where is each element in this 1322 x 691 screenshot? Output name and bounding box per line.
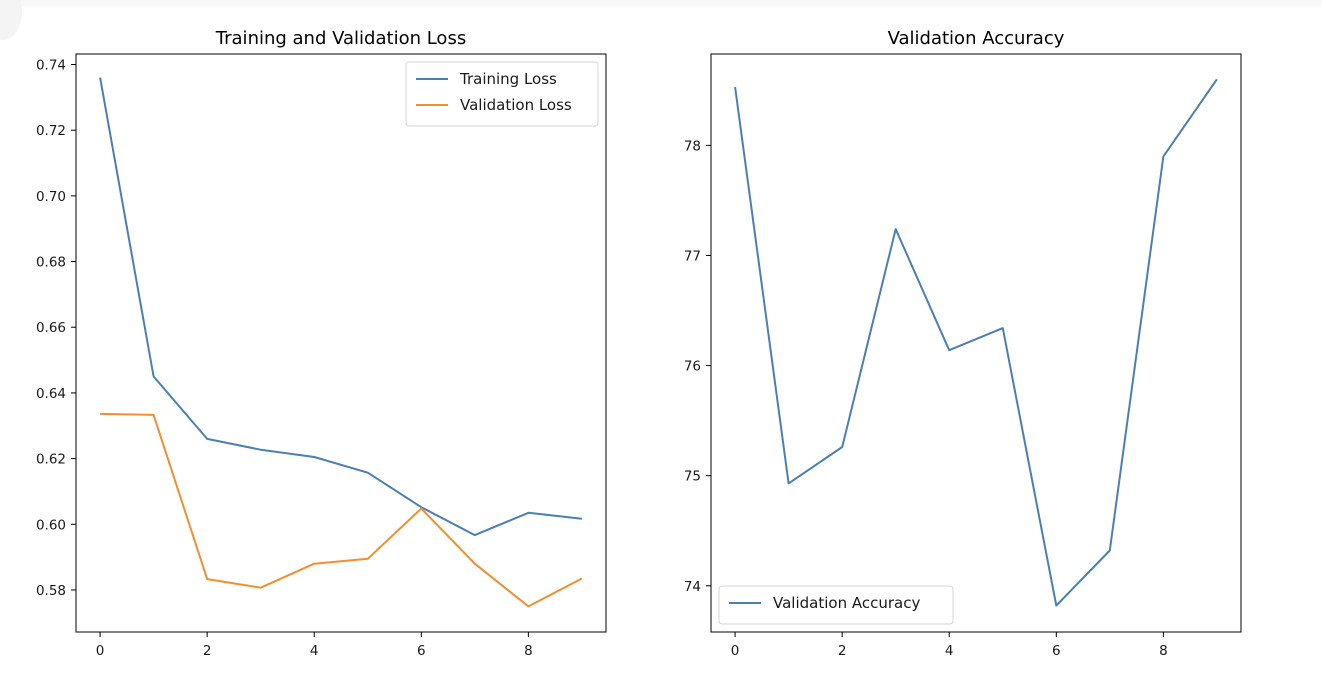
y-tick-label: 0.58: [36, 583, 66, 599]
series-line-1: [100, 412, 583, 608]
x-tick-label: 8: [1159, 643, 1168, 659]
corner-decoration: [0, 0, 22, 40]
top-strip: [0, 0, 1322, 6]
y-tick-label: 0.74: [36, 58, 66, 74]
y-tick-label: 78: [684, 138, 701, 154]
series-line-0: [99, 77, 583, 537]
y-tick-label: 0.68: [36, 255, 66, 271]
y-tick-label: 74: [684, 579, 701, 595]
y-tick-label: 76: [684, 359, 701, 375]
x-tick-label: 6: [417, 643, 426, 659]
y-tick-label: 0.64: [36, 386, 66, 402]
x-tick-label: 4: [310, 643, 319, 659]
legend-box: [718, 585, 954, 625]
y-tick-label: 0.70: [36, 189, 66, 205]
legend-label: Validation Accuracy: [773, 594, 920, 612]
y-tick-label: 0.66: [36, 320, 66, 336]
x-tick-label: 2: [838, 643, 847, 659]
chart-1: Validation Accuracy 0 2 4 6 8 74 75 76 77 78 Valida…: [684, 28, 1242, 659]
x-tick-label: 4: [945, 643, 954, 659]
chart-title: Validation Accuracy: [888, 28, 1065, 49]
legend-label: Validation Loss: [460, 96, 572, 114]
plot-frame: [710, 53, 1242, 633]
legend-box: [405, 61, 599, 127]
series-line-0: [734, 78, 1218, 607]
y-tick-label: 0.60: [36, 517, 66, 533]
legend: Training Loss Validation Loss: [405, 61, 599, 127]
x-tick-label: 6: [1052, 643, 1061, 659]
y-tick-label: 77: [684, 248, 701, 264]
y-tick-label: 75: [684, 469, 701, 485]
plot-frame: [75, 53, 607, 633]
chart-title: Training and Validation Loss: [215, 28, 466, 49]
x-tick-label: 0: [731, 643, 740, 659]
x-tick-label: 0: [96, 643, 105, 659]
legend-label: Training Loss: [459, 70, 557, 88]
legend: Validation Accuracy: [718, 585, 954, 625]
x-tick-label: 2: [203, 643, 212, 659]
y-tick-label: 0.62: [36, 452, 66, 468]
x-tick-label: 8: [524, 643, 533, 659]
chart-0: Training and Validation Loss 0 2 4 6 8 0.58 0.6…: [36, 28, 607, 659]
y-tick-label: 0.72: [36, 123, 66, 139]
